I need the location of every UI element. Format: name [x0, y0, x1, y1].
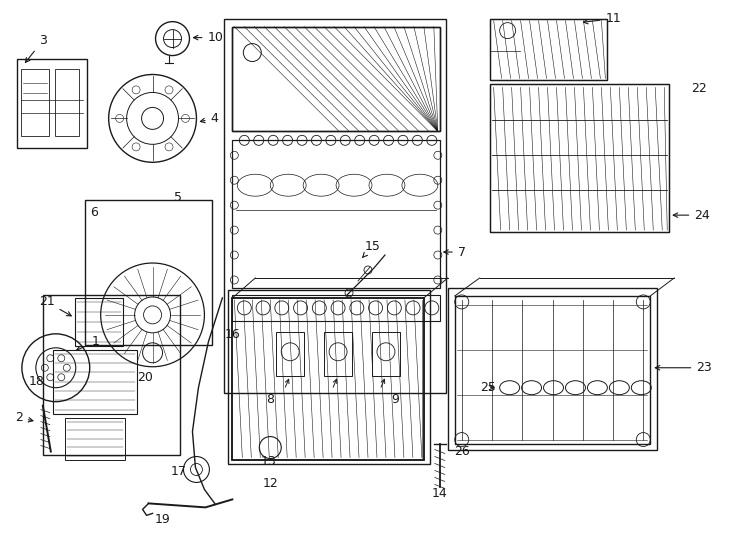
Text: 23: 23 [655, 361, 712, 374]
Text: 21: 21 [39, 295, 71, 316]
Bar [372, 332, 400, 376]
Bar [233, 26, 440, 131]
Bar [55, 69, 79, 136]
Bar [228, 290, 430, 464]
Bar [43, 295, 181, 455]
Bar [233, 298, 424, 460]
Bar [455, 296, 650, 443]
Text: 22: 22 [691, 82, 707, 95]
Text: 25: 25 [480, 381, 495, 394]
Bar [233, 298, 424, 460]
Text: 20: 20 [137, 371, 153, 384]
Text: 7: 7 [444, 246, 466, 259]
Text: 3: 3 [26, 34, 47, 63]
Text: 4: 4 [200, 112, 218, 125]
Text: 15: 15 [363, 240, 381, 258]
Text: 6: 6 [90, 206, 98, 219]
Bar [53, 350, 137, 414]
Bar [233, 140, 440, 288]
Text: 8: 8 [266, 393, 275, 406]
Bar [17, 58, 87, 149]
Bar [225, 19, 446, 393]
Bar [490, 84, 669, 232]
Text: 18: 18 [29, 375, 45, 388]
Bar [276, 332, 304, 376]
Bar [21, 69, 49, 136]
Text: 11: 11 [584, 12, 621, 25]
Bar [65, 417, 125, 460]
Text: 10: 10 [194, 31, 223, 44]
Text: 9: 9 [391, 393, 399, 406]
Text: 5: 5 [175, 191, 183, 204]
Bar [490, 19, 607, 80]
Bar [233, 295, 440, 321]
Text: 13: 13 [261, 455, 276, 468]
Text: 12: 12 [262, 477, 278, 490]
Bar [75, 298, 123, 346]
Bar [324, 332, 352, 376]
Text: 17: 17 [170, 465, 186, 478]
Bar [448, 288, 657, 449]
Bar [84, 200, 212, 345]
Text: 14: 14 [432, 487, 448, 500]
Text: 26: 26 [454, 445, 470, 458]
Text: 16: 16 [225, 328, 240, 341]
Bar [490, 84, 669, 232]
Text: 2: 2 [15, 411, 33, 424]
Text: 19: 19 [155, 513, 170, 526]
Bar [490, 19, 607, 80]
Text: 24: 24 [673, 208, 710, 221]
Text: 1: 1 [76, 335, 100, 350]
Bar [233, 26, 440, 131]
